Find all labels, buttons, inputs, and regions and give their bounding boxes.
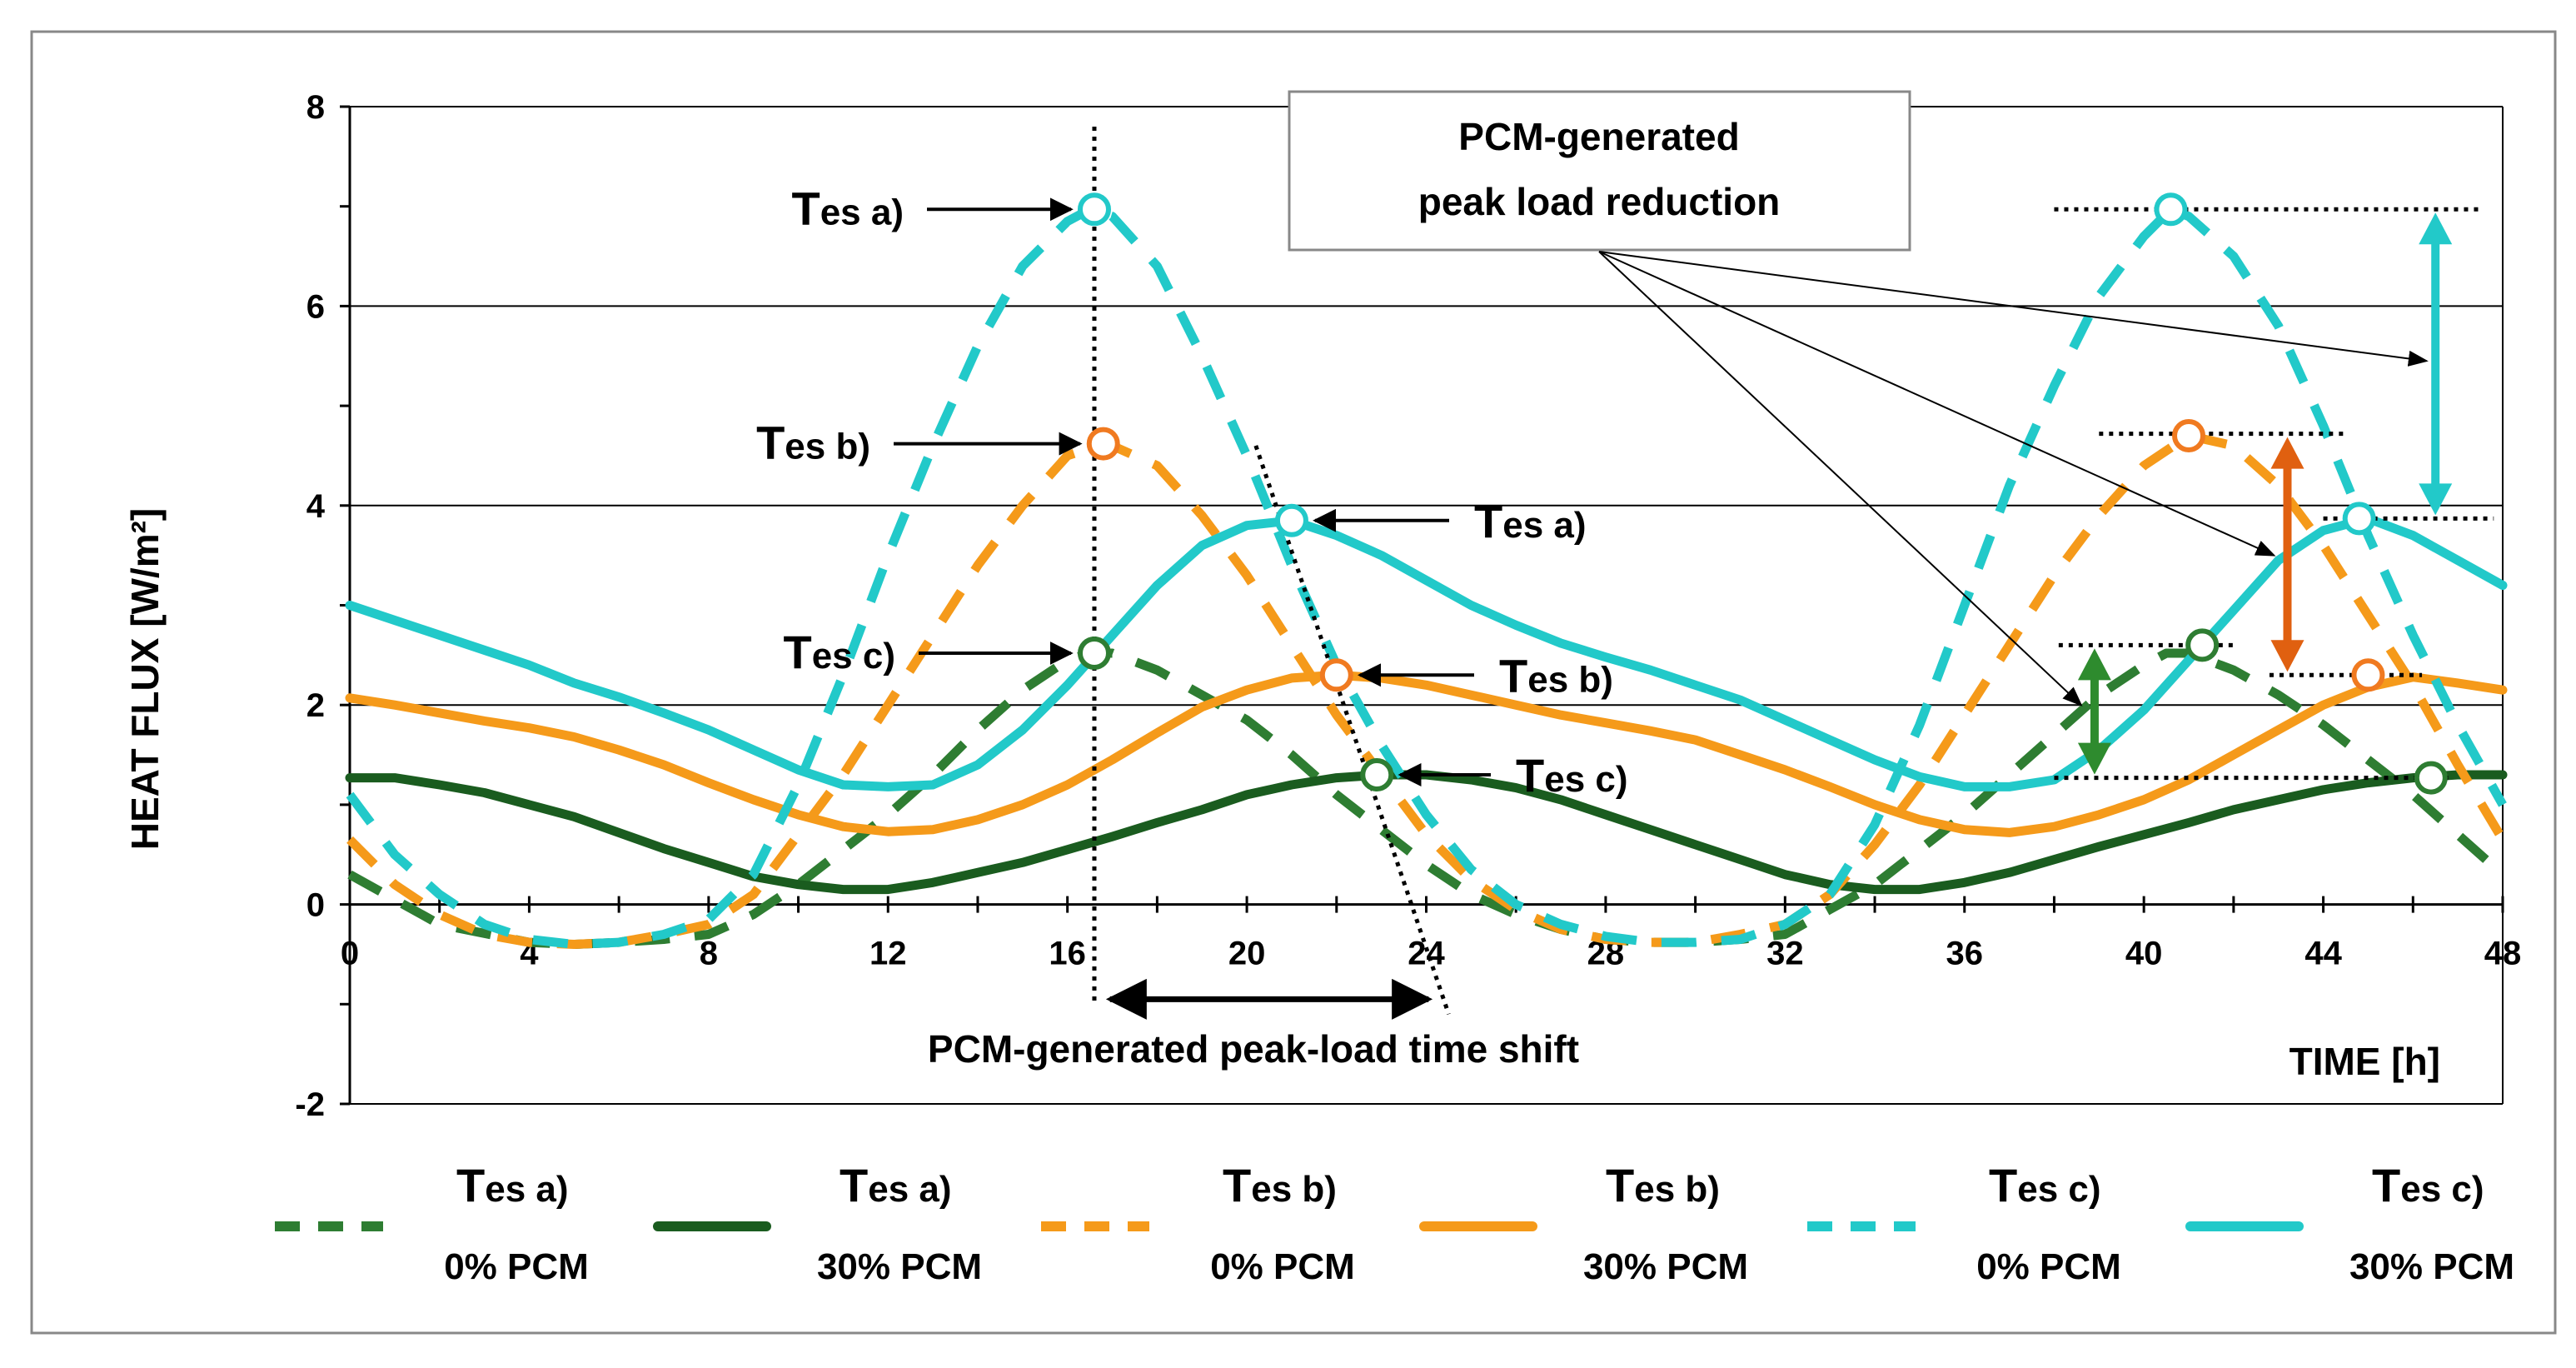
peak-marker-5 <box>1360 757 1394 791</box>
left-peak-label-0: Tes a) <box>791 182 904 234</box>
series-line-5 <box>345 513 2508 791</box>
x-tick-label-36: 36 <box>1946 936 1984 972</box>
reduction-arrow-head-bottom-0 <box>2419 483 2453 516</box>
time-shift-label: PCM-generated peak-load time shift <box>928 1027 1579 1071</box>
y-tick-label-4: 4 <box>306 488 326 525</box>
peak-marker-6 <box>2154 192 2188 227</box>
reduction-callout-line2: peak load reduction <box>1418 180 1781 223</box>
shifted-peak-guide-line <box>1253 445 1451 1016</box>
right-peak-label-0: Tes a) <box>1474 495 1587 547</box>
legend-title-1: Tes a) <box>840 1159 952 1211</box>
legend-title-5: Tes c) <box>2372 1159 2484 1211</box>
peak-marker-2 <box>1077 636 1111 670</box>
peak-marker-1 <box>1086 427 1120 461</box>
series <box>345 204 2508 949</box>
right-peak-label-2: Tes c) <box>1516 749 1628 801</box>
x-tick-label-48: 48 <box>2484 936 2522 972</box>
peak-marker-11 <box>2414 761 2448 795</box>
peak-marker-4 <box>1319 658 1353 692</box>
legend-subtitle-1: 30% PCM <box>817 1246 982 1287</box>
x-tick-label-44: 44 <box>2304 936 2342 972</box>
peak-marker-0 <box>1077 192 1111 227</box>
x-axis-title: TIME [h] <box>2290 1040 2440 1083</box>
peak-marker-7 <box>2172 419 2206 453</box>
reduction-arrow-head-top-0 <box>2419 212 2453 245</box>
x-tick-label-20: 20 <box>1228 936 1266 972</box>
legend-title-0: Tes a) <box>456 1159 569 1211</box>
peak-marker-3 <box>1274 503 1308 537</box>
annotations: Tes a) Tes b) Tes c) Tes a) Tes b) Tes c) PCM-… <box>756 90 2453 1071</box>
x-tick-label-24: 24 <box>1408 936 1445 972</box>
series-line-4 <box>346 204 2507 949</box>
legend-title-2: Tes b) <box>1223 1159 1337 1211</box>
y-tick-label--2: -2 <box>295 1086 325 1123</box>
legend-subtitle-0: 0% PCM <box>444 1246 589 1287</box>
y-axis-title: HEAT FLUX [W/m²] <box>123 508 167 851</box>
x-tick-label-40: 40 <box>2125 936 2163 972</box>
legend-subtitle-4: 0% PCM <box>1976 1246 2121 1287</box>
y-tick-label-6: 6 <box>306 288 325 325</box>
y-tick-label-0: 0 <box>306 887 325 924</box>
guide-lines <box>1092 126 2494 1016</box>
peak-marker-8 <box>2185 628 2220 662</box>
reduction-pointer-0 <box>1598 251 2429 367</box>
reduction-arrow-head-bottom-2 <box>2077 742 2111 775</box>
reduction-arrow-head-top-2 <box>2077 648 2111 681</box>
y-tick-label-8: 8 <box>306 89 325 126</box>
legend-subtitle-2: 0% PCM <box>1210 1246 1355 1287</box>
legend: Tes a) 0% PCM Tes a) 30% PCM Tes b) 0% PCM Tes… <box>275 1159 2514 1287</box>
left-peak-label-2: Tes c) <box>783 626 895 678</box>
x-tick-label-32: 32 <box>1766 936 1804 972</box>
reduction-arrow-head-bottom-1 <box>2270 640 2304 672</box>
reduction-pointer-2 <box>1598 251 2083 706</box>
series-line-1 <box>345 770 2508 895</box>
outer-border <box>30 30 2557 1335</box>
reduction-pointer-1 <box>1598 251 2276 557</box>
series-line-2 <box>346 431 2507 949</box>
reduction-arrow-head-top-1 <box>2270 437 2304 469</box>
right-peak-label-1: Tes b) <box>1499 649 1613 701</box>
legend-title-4: Tes c) <box>1989 1159 2101 1211</box>
legend-title-3: Tes b) <box>1606 1159 1720 1211</box>
x-tick-label-12: 12 <box>869 936 907 972</box>
reduction-callout-box <box>1288 90 1911 252</box>
legend-subtitle-5: 30% PCM <box>2349 1246 2514 1287</box>
series-line-0 <box>347 648 2506 949</box>
left-peak-label-1: Tes b) <box>756 417 870 469</box>
peak-marker-9 <box>2342 502 2376 536</box>
x-tick-label-8: 8 <box>700 936 718 972</box>
legend-subtitle-3: 30% PCM <box>1583 1246 1748 1287</box>
peak-marker-10 <box>2351 658 2385 692</box>
y-tick-label-2: 2 <box>306 687 325 724</box>
series-line-3 <box>345 670 2508 837</box>
x-tick-label-16: 16 <box>1049 936 1086 972</box>
x-tick-label-0: 0 <box>341 936 359 972</box>
peak-markers <box>1077 192 2448 795</box>
reduction-callout-line1: PCM-generated <box>1458 115 1739 158</box>
